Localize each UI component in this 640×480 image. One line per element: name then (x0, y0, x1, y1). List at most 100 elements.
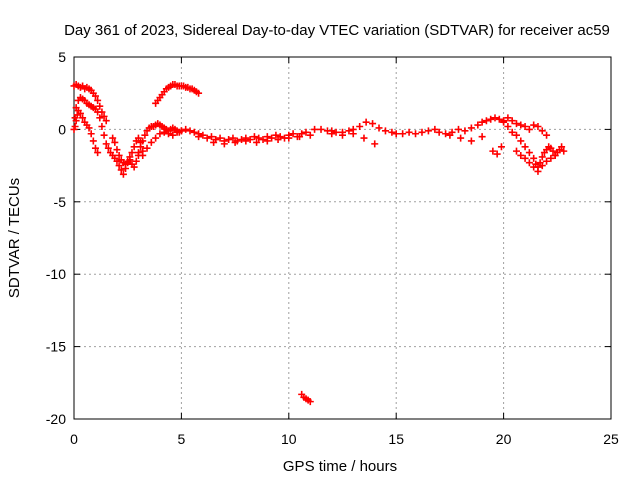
x-axis-label: GPS time / hours (283, 458, 397, 475)
y-tick-label: -5 (54, 194, 67, 210)
data-point (508, 117, 516, 125)
data-point (388, 128, 396, 136)
x-tick-label: 0 (70, 431, 78, 447)
data-point (530, 154, 538, 162)
data-point (87, 130, 95, 138)
series-early-dip (109, 134, 147, 168)
y-tick-label: -15 (46, 339, 66, 355)
y-tick-label: -10 (46, 266, 66, 282)
series-early-arc-mid (70, 94, 142, 178)
data-point (512, 120, 520, 128)
data-point (311, 125, 319, 133)
data-point (134, 134, 142, 142)
data-point (76, 109, 84, 117)
data-point (446, 131, 454, 139)
data-point (317, 125, 325, 133)
data-point (504, 114, 512, 122)
data-point (190, 128, 198, 136)
data-point (225, 136, 233, 144)
data-point (71, 123, 79, 131)
data-point (521, 123, 529, 131)
chart-title: Day 361 of 2023, Sidereal Day-to-day VTE… (64, 22, 610, 39)
data-point (91, 144, 99, 152)
data-point (500, 118, 508, 126)
data-point (457, 134, 465, 142)
data-point (220, 140, 228, 148)
series-afternoon (311, 114, 508, 138)
data-point (538, 153, 546, 161)
data-point (399, 130, 407, 138)
data-point (195, 89, 203, 97)
data-point (487, 115, 495, 123)
data-point (332, 128, 340, 136)
data-point (493, 150, 501, 158)
data-point (139, 137, 147, 145)
data-point (94, 108, 102, 116)
data-point (272, 131, 280, 139)
data-point (362, 118, 370, 126)
data-point (102, 140, 110, 148)
data-point (345, 127, 353, 135)
data-point (467, 124, 475, 132)
data-point (186, 127, 194, 135)
data-point (508, 128, 516, 136)
data-point (543, 157, 551, 165)
series-outlier (298, 390, 314, 406)
data-point (96, 114, 104, 122)
data-point (549, 147, 557, 155)
x-tick-label: 10 (281, 431, 297, 447)
data-point (94, 149, 102, 157)
data-point (454, 125, 462, 133)
series-afternoon-lower (328, 130, 505, 158)
data-point (530, 121, 538, 129)
x-tick-label: 5 (178, 431, 186, 447)
x-tick-label: 20 (496, 431, 512, 447)
data-point (543, 131, 551, 139)
data-point (274, 136, 282, 144)
series-evening-upper (504, 114, 551, 139)
data-point (199, 131, 207, 139)
data-point (435, 128, 443, 136)
data-point (141, 131, 149, 139)
data-point (113, 146, 121, 154)
data-point (124, 157, 132, 165)
data-point (521, 143, 529, 151)
data-point (169, 131, 177, 139)
data-point (525, 125, 533, 133)
data-point (491, 114, 499, 122)
data-point (177, 127, 185, 135)
data-point (109, 134, 117, 142)
data-point (538, 162, 546, 170)
data-point (100, 112, 108, 120)
data-point (173, 128, 181, 136)
data-point (442, 130, 450, 138)
data-point (371, 140, 379, 148)
data-point (512, 147, 520, 155)
data-point (165, 130, 173, 138)
data-point (547, 154, 555, 162)
data-point (478, 133, 486, 141)
data-point (73, 111, 81, 119)
data-point (467, 137, 475, 145)
data-point (495, 115, 503, 123)
y-axis-label: SDTVAR / TECUs (6, 178, 23, 298)
data-point (102, 117, 110, 125)
y-axis-ticks: 5 0 -5 -10 -15 -20 (46, 49, 611, 427)
data-point (246, 136, 254, 144)
data-point (94, 96, 102, 104)
data-point (349, 130, 357, 138)
data-point (289, 130, 297, 138)
data-point (306, 131, 314, 139)
data-point (100, 131, 108, 139)
data-point (412, 130, 420, 138)
data-point (255, 134, 263, 142)
data-point (79, 114, 87, 122)
data-point (115, 162, 123, 170)
data-point (521, 154, 529, 162)
data-point (91, 92, 99, 100)
data-point (147, 138, 155, 146)
data-point (263, 137, 271, 145)
data-point (216, 134, 224, 142)
data-point (517, 151, 525, 159)
data-point (130, 163, 138, 171)
